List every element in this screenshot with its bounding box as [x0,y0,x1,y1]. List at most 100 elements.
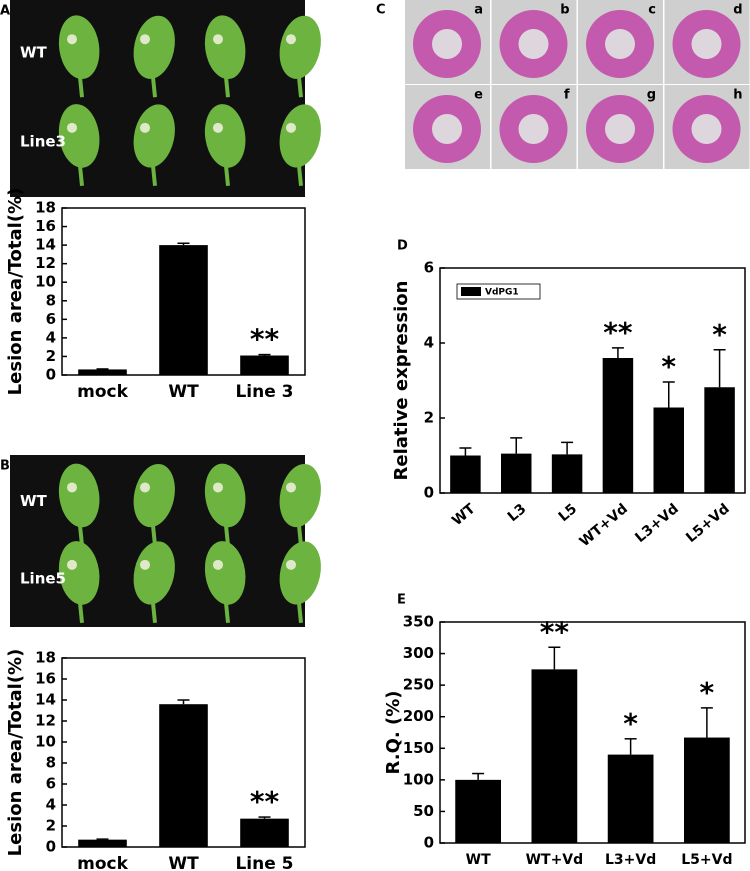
y-tick-label: 18 [35,649,56,667]
leaf [58,104,100,168]
panel-label: A [0,4,10,19]
well-label: b [560,3,569,18]
lesion [67,122,77,133]
leaf [204,541,246,605]
leaf-stem [224,525,230,546]
legend-swatch [461,287,481,296]
y-tick-label: 350 [403,613,434,631]
leaf-stem [297,76,303,98]
bar [602,358,634,493]
bar [704,387,735,493]
y-tick-label: 150 [403,739,434,757]
lesion [67,482,77,493]
x-tick-label: mock [77,382,128,402]
y-tick-label: 2 [46,817,56,835]
well-label: e [474,88,483,103]
x-tick-label: L5+Vd [683,501,733,546]
leaf-stem [297,602,303,624]
y-tick-label: 4 [424,334,434,352]
colony [691,114,722,144]
leaf-stem [224,602,230,624]
leaf [58,15,100,80]
y-tick-label: 4 [46,796,56,814]
leaf [133,104,175,168]
lesion [213,559,223,570]
y-axis-label: Lesion area/Total(%) [5,649,26,857]
bar [684,737,730,843]
bar [531,669,578,843]
leaf-stem [151,602,157,624]
well-label: d [733,3,742,18]
leaf [133,463,175,528]
lesion [213,34,223,45]
leaf [58,463,100,528]
leaf [133,15,175,79]
bar [501,453,532,493]
lesion [286,34,296,45]
bar [455,779,501,843]
well-label: h [733,88,742,103]
leaf-stem [78,525,84,546]
panel-label: C [376,3,386,18]
leaf [279,15,321,79]
x-tick-label: WT+Vd [577,501,631,550]
leaf [204,15,246,80]
x-tick-label: WT [168,854,199,871]
x-tick-label: L3+Vd [605,852,656,868]
panel-label: D [397,239,408,254]
x-tick-label: L5+Vd [681,852,732,868]
photo-row-label: WT [20,44,48,62]
lesion [140,34,150,45]
leaf-stem [297,165,303,187]
significance: * [700,676,715,709]
x-tick-label: L3 [505,501,530,525]
plot-frame [439,621,746,844]
colony [432,114,462,144]
significance: ** [250,785,280,818]
leaf [279,463,321,528]
leaf-stem [78,76,84,98]
leaf-stem [151,76,157,98]
y-tick-label: 100 [403,770,434,788]
y-tick-label: 0 [46,366,56,384]
colony [432,29,462,59]
bar [450,455,481,493]
leaf-stem [151,165,157,187]
bar [240,355,289,375]
significance: * [712,318,727,351]
y-tick-label: 8 [46,291,56,309]
x-tick-label: L3+Vd [632,501,682,546]
panel-label: E [397,593,406,608]
x-tick-label: WT [449,501,479,530]
colony [605,29,635,59]
y-tick-label: 14 [35,691,56,709]
x-tick-label: mock [77,854,128,871]
y-tick-label: 2 [424,409,434,427]
bar [240,818,289,847]
y-tick-label: 12 [35,712,56,730]
lesion [140,122,150,133]
leaf [279,104,321,168]
lesion [67,559,77,570]
bar [78,839,127,847]
y-tick-label: 12 [35,254,56,272]
leaf-stem [78,165,84,187]
y-tick-label: 16 [35,670,56,688]
y-tick-label: 6 [46,775,56,793]
bar [159,704,208,847]
y-axis-label: Relative expression [391,281,412,481]
y-tick-label: 6 [46,310,56,328]
y-axis-label: Lesion area/Total(%) [5,188,26,396]
y-tick-label: 14 [35,236,56,254]
significance: * [661,350,676,383]
photo-row-label: WT [20,492,48,510]
lesion [140,482,150,493]
bar [607,754,654,843]
leaf [133,541,175,605]
y-tick-label: 8 [46,754,56,772]
y-tick-label: 2 [46,347,56,365]
leaf-stem [224,165,230,187]
significance: ** [603,316,633,349]
x-tick-label: Line 5 [235,854,293,871]
